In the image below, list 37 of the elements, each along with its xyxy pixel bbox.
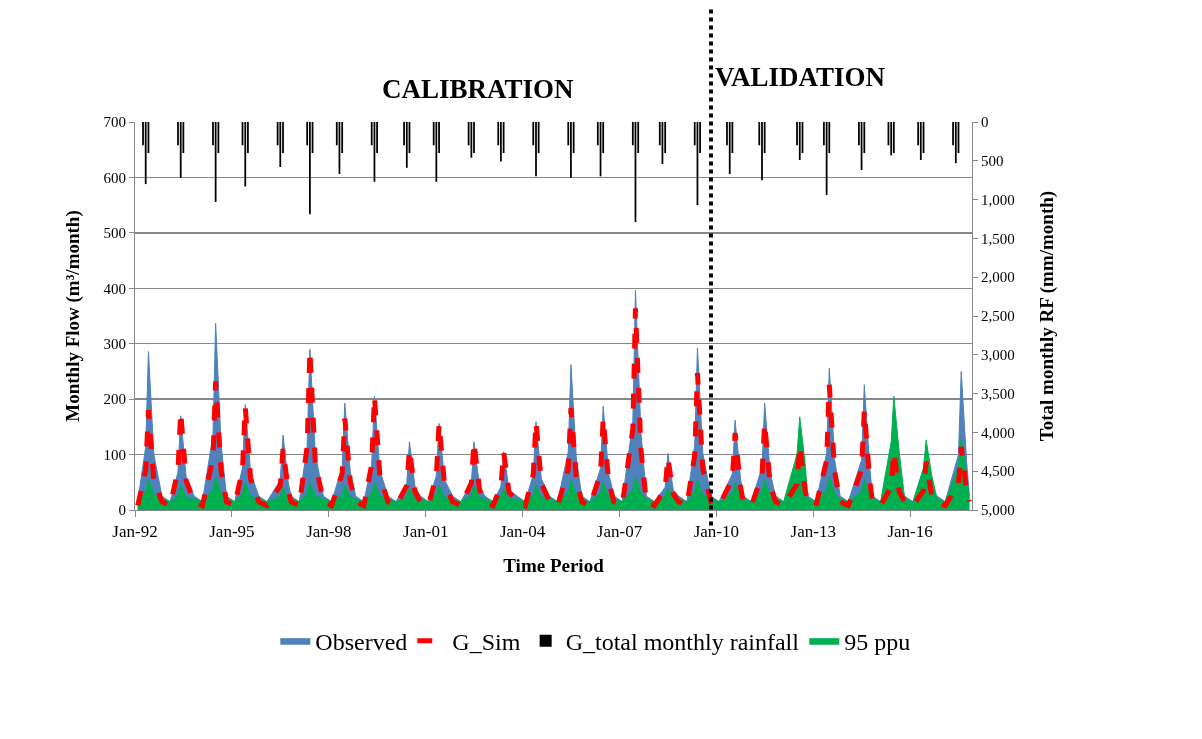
y-tick-label: 700 bbox=[103, 114, 126, 131]
y-tick-label: 300 bbox=[103, 335, 126, 352]
x-tick-label: Jan-07 bbox=[596, 522, 643, 542]
y2-tick-label: 5,000 bbox=[981, 502, 1015, 519]
x-tick-label: Jan-10 bbox=[693, 522, 740, 542]
y2-tick-label: 3,500 bbox=[981, 385, 1015, 402]
y-tick-label: 0 bbox=[118, 502, 126, 519]
y2-tick-label: 500 bbox=[981, 153, 1004, 170]
legend-label: G_Sim bbox=[452, 629, 521, 656]
legend-label: G_total monthly rainfall bbox=[565, 629, 800, 656]
y2-axis-title: Total monthly RF (mm/month) bbox=[1035, 190, 1058, 442]
x-tick-label: Jan-01 bbox=[403, 522, 449, 542]
y2-tick-label: 2,500 bbox=[981, 308, 1015, 325]
legend-label: 95 ppu bbox=[844, 629, 911, 656]
y-tick-label: 500 bbox=[103, 225, 126, 242]
legend-label: Observed bbox=[315, 629, 408, 656]
y2-tick-label: 2,000 bbox=[981, 269, 1015, 286]
y2-tick-label: 4,000 bbox=[981, 424, 1015, 441]
y-tick-label: 200 bbox=[103, 391, 126, 408]
y2-tick-label: 3,000 bbox=[981, 347, 1015, 364]
text: VALIDATION bbox=[715, 62, 886, 92]
x-tick-label: Jan-13 bbox=[790, 522, 836, 542]
x-tick-label: Jan-95 bbox=[209, 522, 255, 542]
y-tick-label: 100 bbox=[103, 446, 126, 463]
x-tick-label: Jan-04 bbox=[499, 522, 546, 542]
y-tick-label: 400 bbox=[103, 280, 126, 297]
x-tick-label: Jan-92 bbox=[112, 522, 158, 542]
x-tick-label: Jan-98 bbox=[306, 522, 352, 542]
y2-tick-label: 1,000 bbox=[981, 191, 1015, 208]
x-axis-title: Time Period bbox=[503, 555, 605, 577]
x-tick-label: Jan-16 bbox=[887, 522, 933, 542]
text: CALIBRATION bbox=[382, 74, 575, 104]
y2-tick-label: 1,500 bbox=[981, 230, 1015, 247]
y-tick-label: 600 bbox=[103, 169, 126, 186]
y-axis-title: Monthly Flow (m³/month) bbox=[62, 210, 85, 422]
y2-tick-label: 4,500 bbox=[981, 463, 1015, 480]
y2-tick-label: 0 bbox=[981, 114, 989, 131]
